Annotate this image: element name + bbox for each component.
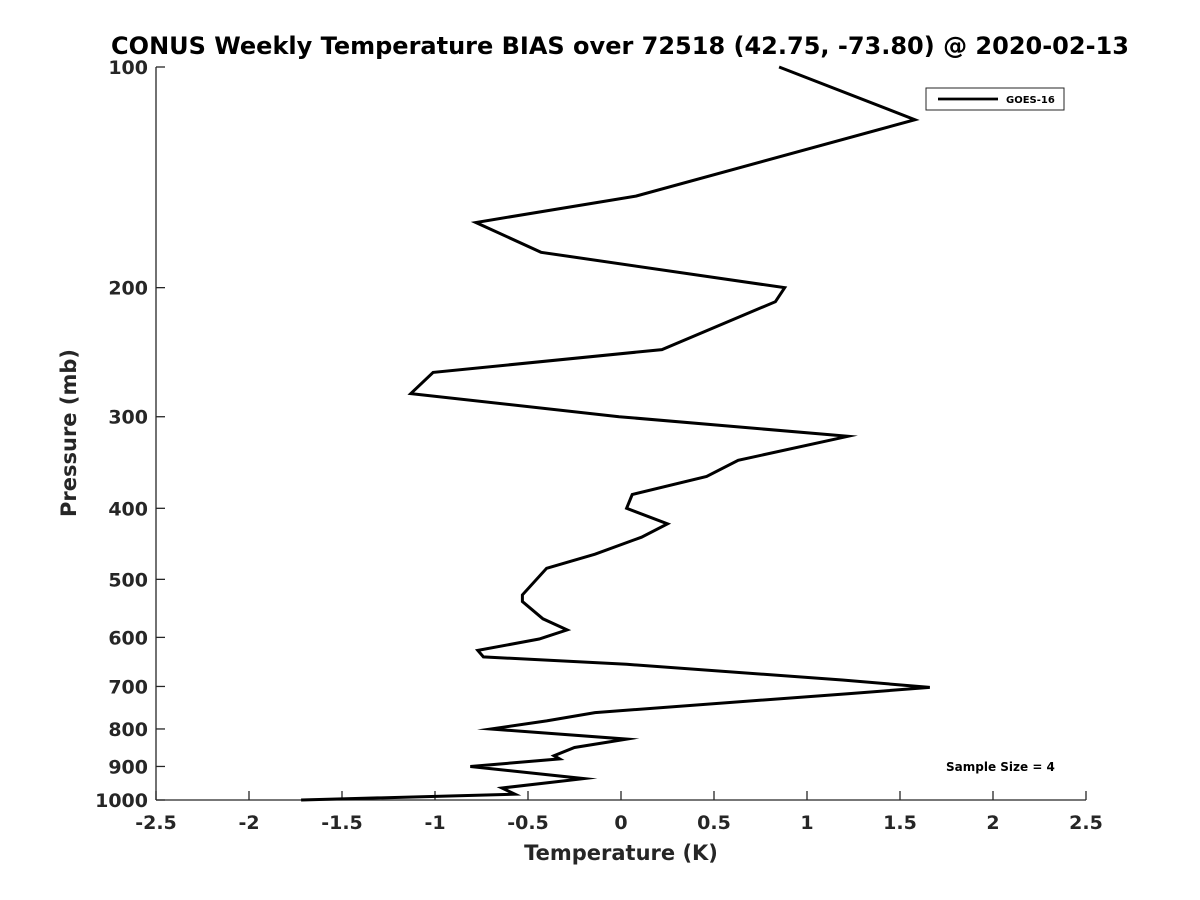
y-tick-label: 1000 xyxy=(95,790,148,812)
y-tick-label: 200 xyxy=(108,278,148,300)
y-tick-label: 100 xyxy=(108,57,148,79)
y-tick-label: 800 xyxy=(108,719,148,741)
x-tick-label: 0.5 xyxy=(697,812,731,834)
y-tick-label: 500 xyxy=(108,569,148,591)
y-axis-label: Pressure (mb) xyxy=(57,349,81,517)
x-tick-label: -0.5 xyxy=(507,812,549,834)
x-tick-label: -1 xyxy=(424,812,445,834)
x-tick-label: 2.5 xyxy=(1069,812,1103,834)
x-tick-label: 2 xyxy=(986,812,999,834)
y-axis-ticks: 100 200 300 400 500 600 700 800 900 1000 xyxy=(95,57,165,812)
sample-size-annotation: Sample Size = 4 xyxy=(946,760,1055,774)
legend-label-goes-16: GOES-16 xyxy=(1006,95,1055,106)
x-axis-ticks: -2.5 -2 -1.5 -1 -0.5 0 0.5 1 1.5 2 2.5 xyxy=(135,791,1103,834)
y-tick-label: 700 xyxy=(108,676,148,698)
x-tick-label: -2.5 xyxy=(135,812,177,834)
series-layer xyxy=(301,65,930,802)
x-tick-label: 1 xyxy=(800,812,813,834)
x-tick-label: -2 xyxy=(238,812,259,834)
x-tick-label: 1.5 xyxy=(883,812,917,834)
y-tick-label: 300 xyxy=(108,407,148,429)
y-tick-label: 400 xyxy=(108,498,148,520)
chart-title: CONUS Weekly Temperature BIAS over 72518… xyxy=(111,32,1129,60)
legend: GOES-16 xyxy=(925,87,1065,111)
x-tick-label: -1.5 xyxy=(321,812,363,834)
y-tick-label: 600 xyxy=(108,627,148,649)
x-axis-label: Temperature (K) xyxy=(524,841,718,865)
y-tick-label: 900 xyxy=(108,756,148,778)
x-tick-label: 0 xyxy=(614,812,627,834)
series-line-goes-16 xyxy=(301,65,930,802)
